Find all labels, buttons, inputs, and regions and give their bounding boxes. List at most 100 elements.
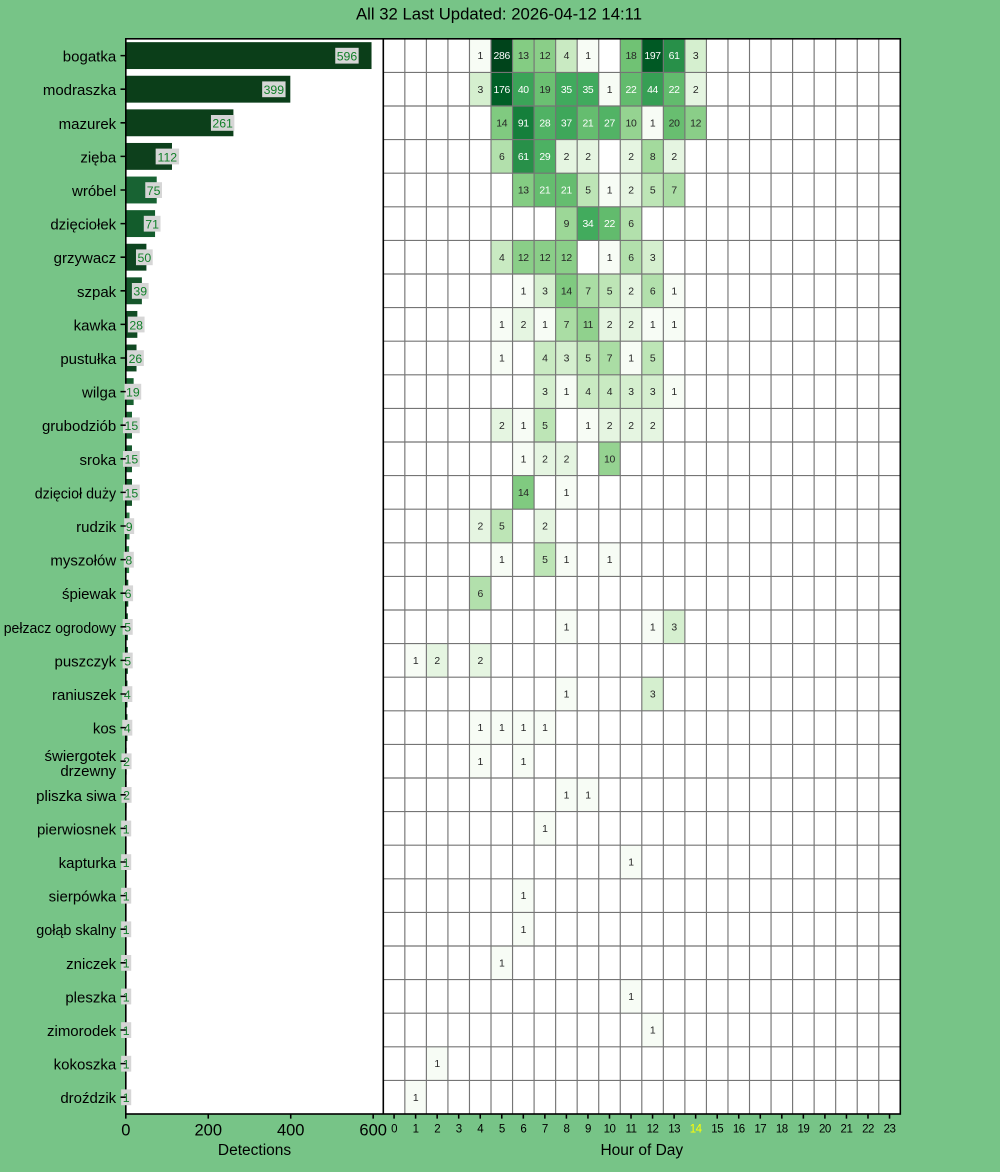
- svg-text:2: 2: [650, 421, 656, 432]
- svg-text:1: 1: [564, 690, 570, 701]
- svg-text:5: 5: [499, 1124, 505, 1136]
- svg-text:1: 1: [564, 555, 570, 566]
- svg-text:2: 2: [585, 152, 591, 163]
- svg-text:27: 27: [604, 118, 615, 129]
- svg-text:5: 5: [542, 421, 548, 432]
- svg-text:puszczyk: puszczyk: [55, 653, 117, 670]
- svg-text:200: 200: [194, 1122, 222, 1140]
- svg-text:39: 39: [133, 285, 147, 299]
- svg-text:wilga: wilga: [81, 385, 117, 402]
- svg-text:1: 1: [564, 622, 570, 633]
- svg-text:2: 2: [628, 152, 634, 163]
- svg-text:22: 22: [862, 1124, 874, 1136]
- svg-text:8: 8: [563, 1124, 569, 1136]
- svg-text:21: 21: [841, 1124, 853, 1136]
- svg-text:6: 6: [650, 286, 656, 297]
- svg-text:15: 15: [125, 486, 139, 500]
- svg-text:1: 1: [477, 51, 483, 62]
- svg-text:2: 2: [564, 152, 570, 163]
- svg-text:14: 14: [518, 488, 529, 499]
- svg-text:1: 1: [650, 320, 656, 331]
- svg-text:112: 112: [158, 150, 178, 164]
- svg-text:zimorodek: zimorodek: [47, 1023, 117, 1040]
- svg-text:1: 1: [585, 790, 591, 801]
- svg-text:61: 61: [518, 152, 529, 163]
- svg-text:3: 3: [650, 387, 656, 398]
- svg-text:1: 1: [123, 890, 130, 904]
- svg-text:4: 4: [542, 354, 548, 365]
- svg-text:3: 3: [671, 622, 677, 633]
- svg-text:1: 1: [542, 824, 548, 835]
- svg-text:3: 3: [564, 354, 570, 365]
- svg-text:dzięcioł duży: dzięcioł duży: [35, 485, 117, 502]
- svg-text:91: 91: [518, 118, 529, 129]
- svg-text:2: 2: [521, 320, 527, 331]
- svg-text:1: 1: [499, 320, 505, 331]
- svg-text:21: 21: [539, 186, 550, 197]
- svg-text:1: 1: [123, 1024, 130, 1038]
- svg-text:3: 3: [456, 1124, 462, 1136]
- svg-text:kos: kos: [93, 721, 116, 738]
- svg-text:1: 1: [521, 454, 527, 465]
- svg-text:2: 2: [434, 656, 440, 667]
- svg-text:75: 75: [147, 184, 161, 198]
- svg-text:40: 40: [518, 85, 529, 96]
- svg-text:10: 10: [604, 1124, 616, 1136]
- svg-text:bogatka: bogatka: [63, 49, 117, 66]
- svg-text:Hour of Day: Hour of Day: [600, 1142, 683, 1159]
- svg-text:1: 1: [607, 253, 613, 264]
- svg-text:35: 35: [561, 85, 572, 96]
- svg-text:28: 28: [539, 118, 550, 129]
- svg-text:1: 1: [585, 421, 591, 432]
- svg-text:1: 1: [521, 723, 527, 734]
- svg-text:2: 2: [542, 454, 548, 465]
- svg-text:4: 4: [477, 1124, 484, 1136]
- svg-text:1: 1: [123, 856, 130, 870]
- svg-text:44: 44: [647, 85, 658, 96]
- svg-text:20: 20: [669, 118, 680, 129]
- svg-text:1: 1: [521, 757, 527, 768]
- svg-text:1: 1: [542, 723, 548, 734]
- svg-text:1: 1: [413, 656, 419, 667]
- svg-text:1: 1: [434, 1059, 440, 1070]
- svg-text:pełzacz ogrodowy: pełzacz ogrodowy: [4, 620, 117, 637]
- svg-text:71: 71: [145, 218, 159, 232]
- svg-text:9: 9: [126, 520, 133, 534]
- svg-text:zięba: zięba: [80, 149, 117, 166]
- svg-text:drzewny: drzewny: [60, 763, 116, 780]
- svg-text:3: 3: [650, 253, 656, 264]
- svg-text:4: 4: [124, 688, 131, 702]
- svg-text:2: 2: [123, 789, 130, 803]
- svg-text:8: 8: [125, 554, 132, 568]
- svg-text:2: 2: [564, 454, 570, 465]
- svg-text:2: 2: [628, 421, 634, 432]
- svg-text:12: 12: [539, 253, 550, 264]
- svg-text:11: 11: [583, 320, 594, 331]
- svg-text:1: 1: [628, 992, 634, 1003]
- svg-text:kawka: kawka: [74, 317, 117, 334]
- svg-text:7: 7: [607, 354, 613, 365]
- svg-text:5: 5: [124, 621, 131, 635]
- svg-text:399: 399: [264, 83, 285, 97]
- svg-text:10: 10: [604, 454, 615, 465]
- svg-text:1: 1: [123, 990, 130, 1004]
- svg-text:Detections: Detections: [218, 1142, 291, 1159]
- svg-text:pierwiosnek: pierwiosnek: [37, 821, 117, 838]
- svg-text:pleszka: pleszka: [65, 989, 117, 1006]
- svg-text:sierpówka: sierpówka: [49, 889, 117, 906]
- svg-text:2: 2: [434, 1124, 440, 1136]
- svg-text:5: 5: [607, 286, 613, 297]
- svg-text:1: 1: [650, 1026, 656, 1037]
- svg-text:1: 1: [542, 320, 548, 331]
- svg-text:15: 15: [711, 1124, 723, 1136]
- svg-text:596: 596: [337, 50, 358, 64]
- svg-text:1: 1: [671, 286, 677, 297]
- svg-text:15: 15: [125, 453, 139, 467]
- svg-text:5: 5: [650, 186, 656, 197]
- svg-text:14: 14: [690, 1124, 703, 1136]
- svg-text:1: 1: [628, 354, 634, 365]
- svg-text:5: 5: [585, 186, 591, 197]
- svg-text:261: 261: [212, 117, 233, 131]
- svg-text:dzięciołek: dzięciołek: [50, 217, 116, 234]
- svg-text:15: 15: [125, 419, 139, 433]
